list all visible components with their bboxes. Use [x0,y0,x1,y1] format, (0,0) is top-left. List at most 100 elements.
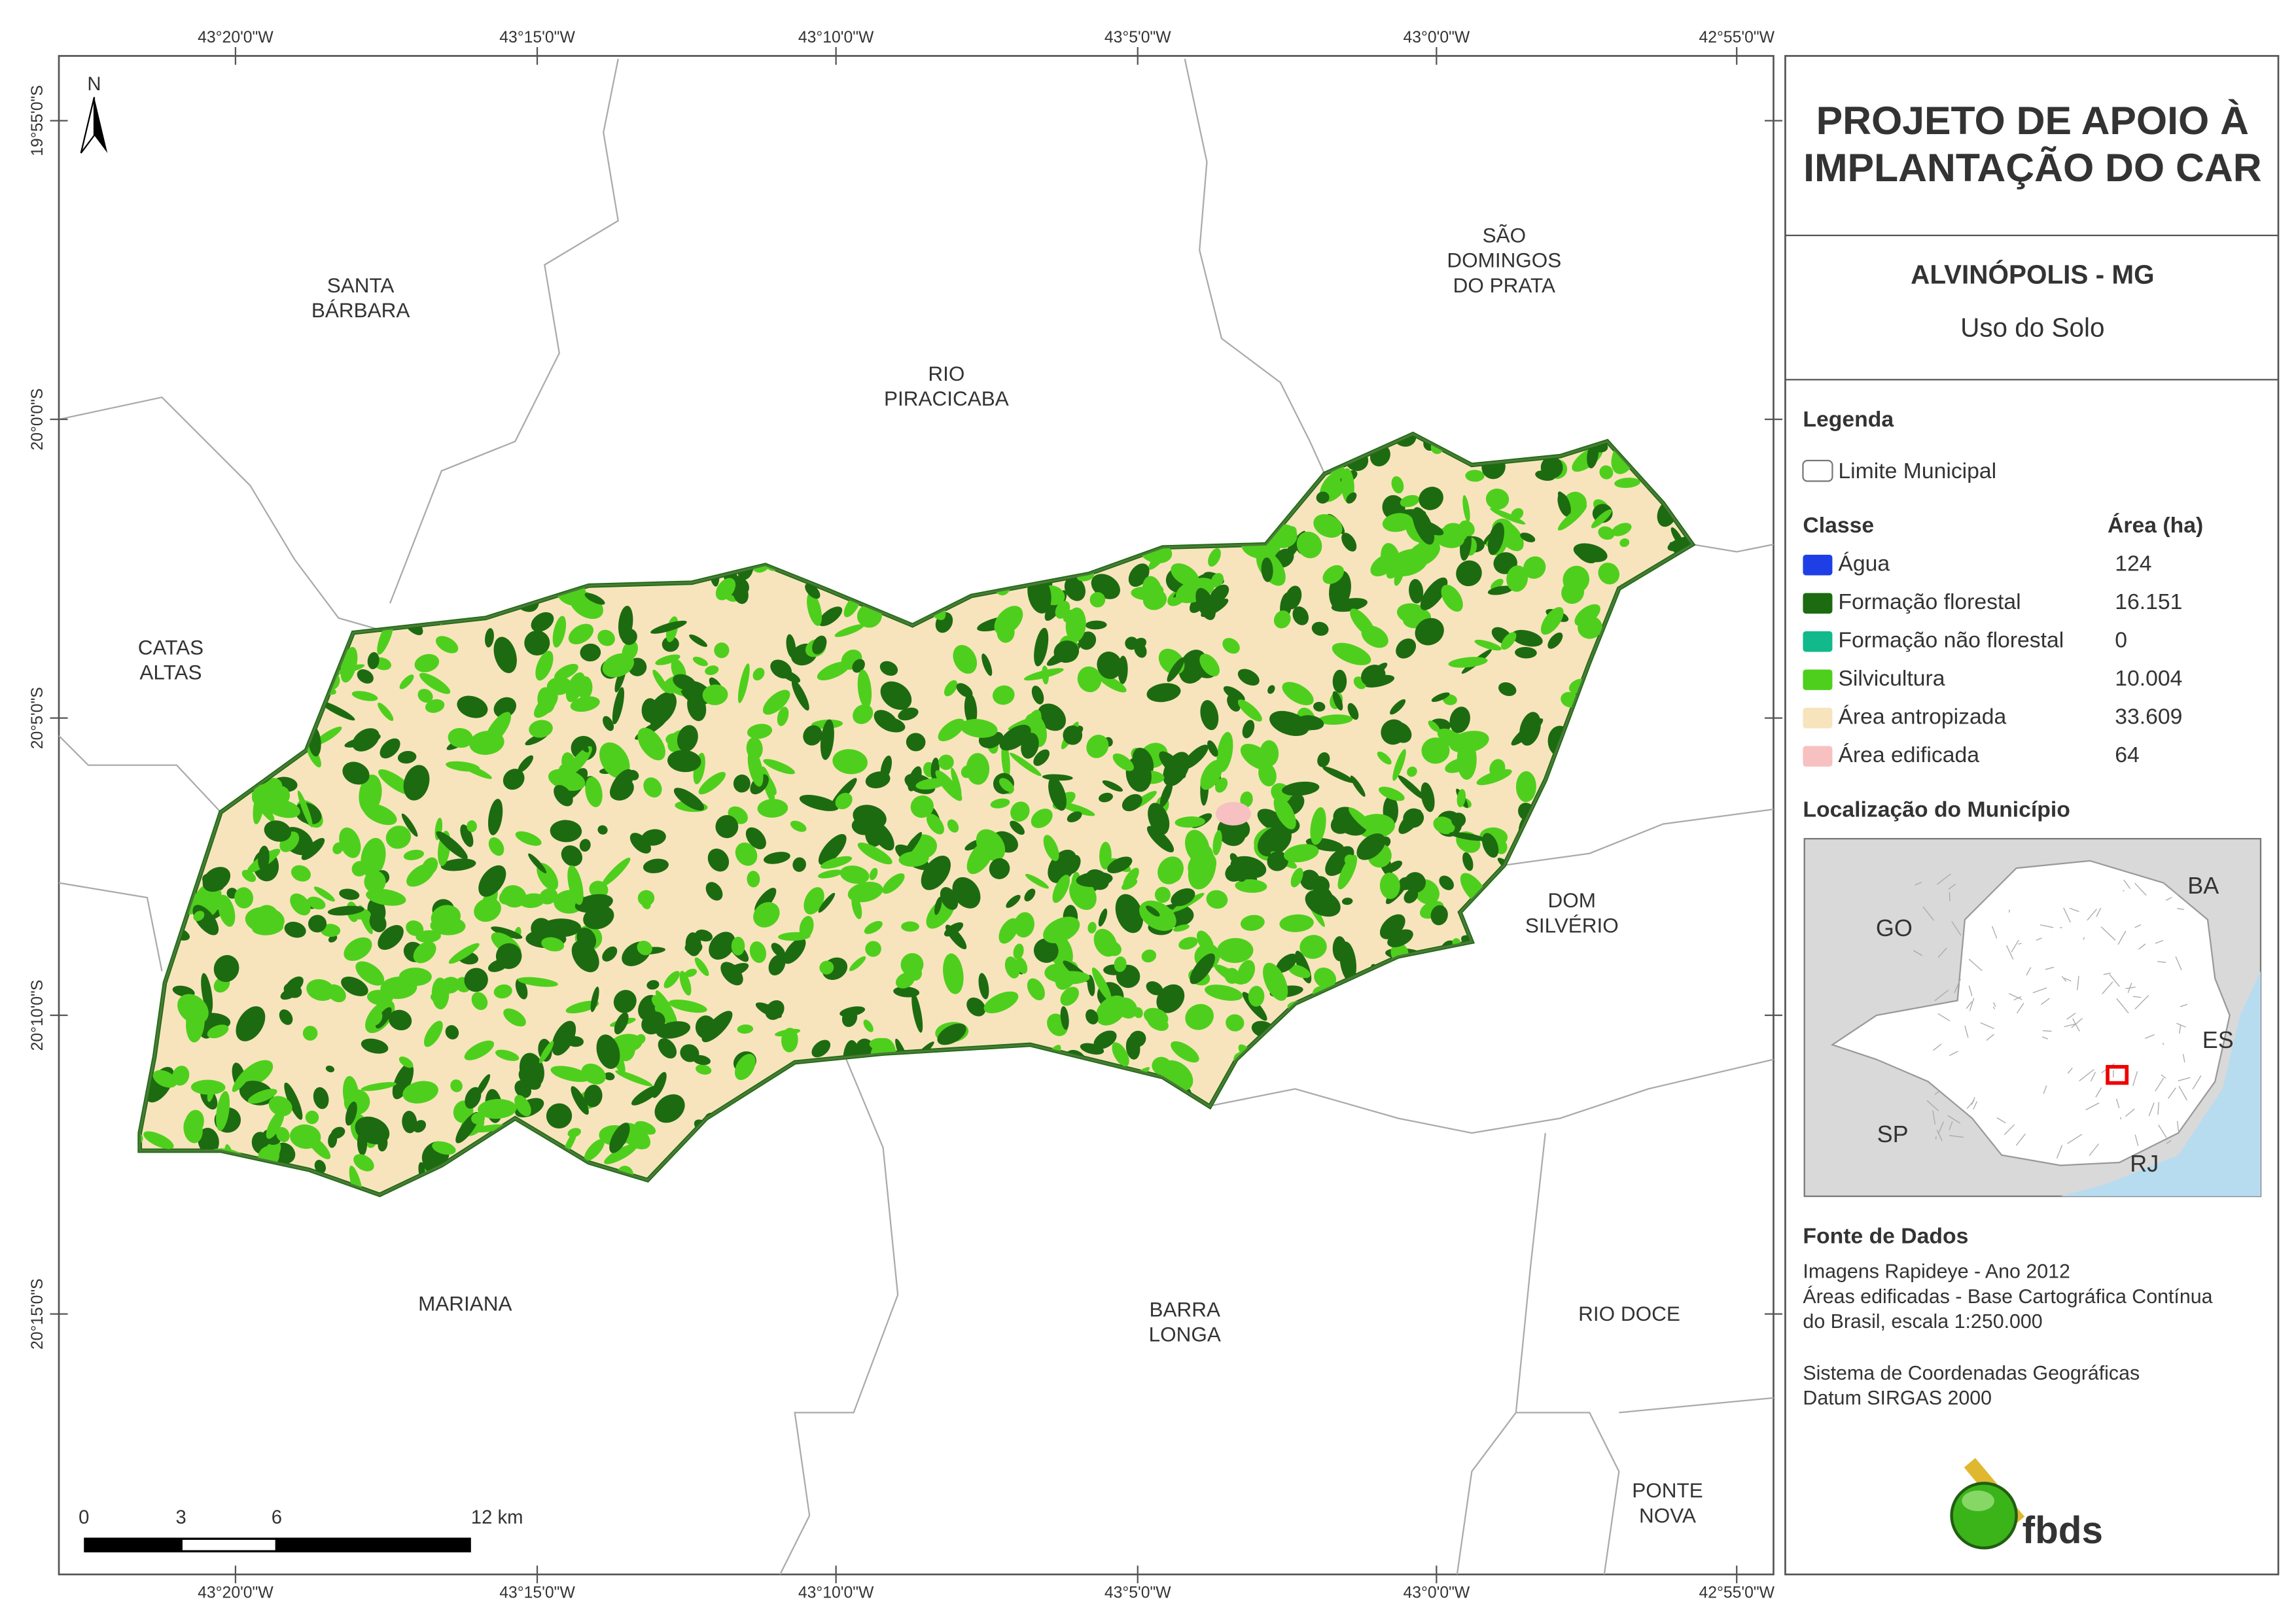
land-cover-patch [1161,865,1182,883]
land-cover-patch [998,778,1014,792]
land-cover-patch [503,1008,526,1027]
municipal-mesh [1926,1100,1939,1111]
land-cover-patch [790,820,807,832]
land-cover-patch [465,1087,482,1109]
land-cover-patch [546,676,572,695]
municipal-mesh [1947,1115,1961,1124]
municipal-boundary [1692,544,1774,553]
land-cover-patch [947,819,959,833]
land-cover-patch [1511,508,1524,520]
municipal-boundary [1456,1412,1517,1575]
place-label: DO PRATA [1453,273,1555,297]
municipal-mesh [2125,986,2136,989]
land-cover-patch [1350,775,1366,797]
scale-bar-segment [182,1539,275,1550]
land-cover-patch [1515,646,1537,659]
municipal-mesh [2056,1145,2063,1159]
land-cover-patch [584,1085,603,1108]
municipal-mesh [2182,1054,2185,1063]
latitude-label: 19°55'0"S [29,85,46,156]
scale-label: 0 [79,1507,89,1528]
place-label: BARRA [1149,1297,1220,1321]
municipal-mesh [2157,961,2166,963]
land-cover-patch [584,593,605,605]
municipal-mesh [1932,1110,1936,1125]
place-label: SILVÉRIO [1525,913,1619,937]
land-cover-patch [207,1024,229,1039]
land-cover-patch [143,1131,174,1149]
land-cover-patch [380,738,400,759]
land-cover-patch [774,1028,801,1037]
land-cover-patch [1236,871,1246,882]
land-cover-patch [665,733,681,745]
land-cover-patch [307,1135,331,1160]
land-cover-patch [994,606,1023,635]
land-cover-patch [403,765,430,801]
land-cover-patch [339,888,360,900]
land-cover-patch [686,941,703,954]
land-cover-patch [853,704,874,724]
municipal-mesh [2178,1077,2191,1081]
municipal-mesh [2132,996,2142,998]
place-label: MARIANA [418,1291,512,1315]
land-cover-patch [1400,495,1420,508]
land-cover-patch [1670,527,1685,548]
land-cover-patch [421,857,438,876]
municipal-mesh [1937,1013,1951,1022]
land-cover-patch [1350,608,1375,637]
latitude-label: 20°10'0"S [29,980,46,1051]
land-cover-patch [1449,707,1470,733]
place-label: PIRACICABA [884,387,1009,410]
place-label: RIO [928,362,964,385]
land-cover-patch [1099,841,1112,870]
land-cover-patch [1217,937,1254,964]
land-cover-patch [351,691,378,701]
land-cover-patch [655,654,680,665]
land-cover-patch [1317,752,1330,767]
land-cover-patch [495,1049,520,1061]
municipal-mesh [2089,1143,2100,1156]
land-cover-patch [448,943,480,964]
land-cover-patch [344,937,372,961]
municipal-mesh [2134,882,2147,896]
land-cover-patch [715,578,736,601]
land-cover-patch [1387,929,1413,948]
land-cover-patch [910,795,934,818]
land-cover-patch [1226,1014,1245,1032]
land-cover-patch [805,583,821,599]
land-cover-patch [1125,1036,1140,1060]
land-cover-patch [1122,794,1142,812]
land-cover-patch [1361,665,1386,687]
land-cover-patch [747,749,764,787]
land-cover-patch [571,1086,589,1115]
land-cover-patch [552,1021,576,1056]
land-cover-patch [818,892,836,913]
land-cover-patch [1276,953,1298,973]
land-cover-patch [415,930,441,943]
municipal-mesh [2026,967,2032,976]
place-label: SANTA [327,273,395,297]
land-cover-patch [879,661,898,676]
land-cover-patch [1506,565,1528,592]
land-cover-patch [1396,638,1417,659]
land-cover-patch [1305,889,1341,917]
municipal-mesh [1948,883,1956,890]
land-cover-patch [577,738,590,753]
land-cover-patch [604,1143,638,1164]
land-cover-patch [599,742,630,778]
land-cover-patch [1025,873,1049,889]
land-cover-patch [403,850,425,861]
land-cover-patch [1341,898,1353,905]
municipal-mesh [2134,1134,2139,1146]
land-cover-patch [765,1000,785,1021]
land-cover-patch [637,890,655,906]
land-cover-patch [1240,915,1265,931]
land-cover-patch [1273,610,1291,629]
land-cover-patch [940,887,959,910]
land-cover-patch [1386,860,1403,873]
land-cover-patch [370,1011,383,1026]
land-cover-patch [186,1001,205,1043]
legend-label: Formação florestal [1838,589,2021,614]
land-cover-patch [1547,632,1563,649]
municipal-mesh [2168,887,2179,896]
